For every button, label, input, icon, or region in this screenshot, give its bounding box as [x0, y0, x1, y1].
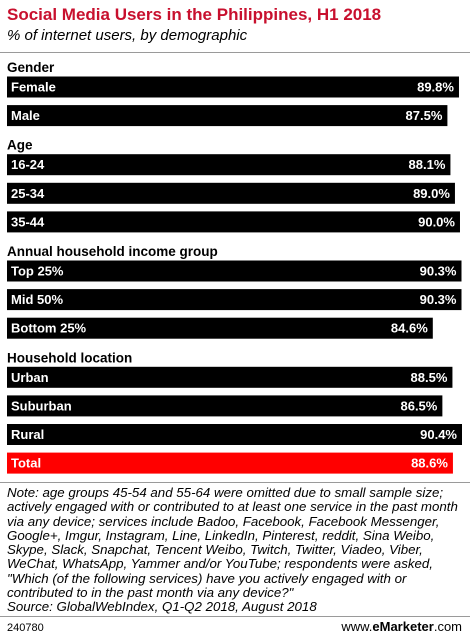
bar-category-label: Female: [11, 80, 56, 95]
bar-value-label: 88.6%: [411, 456, 448, 471]
group-label: Age: [7, 138, 33, 153]
group-label: Gender: [7, 60, 55, 75]
bar: [7, 260, 462, 282]
source-text: Source: GlobalWebIndex, Q1-Q2 2018, Augu…: [7, 599, 317, 615]
brand-prefix: www.: [341, 619, 373, 634]
bar-value-label: 90.4%: [420, 427, 457, 442]
chart-note: Note: age groups 45-54 and 55-64 were om…: [7, 485, 465, 615]
bar-value-label: 88.1%: [409, 157, 446, 172]
bar: [7, 395, 443, 417]
bar-value-label: 86.5%: [400, 398, 437, 413]
bar-category-label: Male: [11, 108, 40, 123]
bar: [7, 76, 459, 98]
bar-category-label: 16-24: [11, 157, 45, 172]
bar-value-label: 89.8%: [417, 80, 454, 95]
footer-divider: [0, 616, 470, 617]
bar-value-label: 90.0%: [418, 214, 455, 229]
top-divider: [0, 52, 470, 53]
bar: [7, 452, 453, 474]
bar: [7, 424, 462, 445]
brand-suffix: .com: [433, 619, 462, 634]
bar-category-label: Top 25%: [11, 264, 64, 279]
brand-logo: www.eMarketer.com: [341, 619, 462, 634]
bar: [7, 154, 451, 176]
bar-category-label: Rural: [11, 427, 44, 442]
brand-name: eMarketer: [372, 619, 434, 634]
bar-value-label: 84.6%: [391, 321, 428, 336]
bar: [7, 105, 448, 127]
bar: [7, 317, 433, 339]
note-divider: [0, 482, 470, 483]
bar-category-label: Suburban: [11, 398, 72, 413]
chart-title: Social Media Users in the Philippines, H…: [7, 5, 382, 24]
group-label: Household location: [7, 350, 132, 365]
bar-value-label: 87.5%: [406, 108, 443, 123]
bar-category-label: Total: [11, 456, 41, 471]
bar-category-label: Mid 50%: [11, 292, 63, 307]
bar-category-label: Urban: [11, 370, 49, 385]
bar-value-label: 90.3%: [420, 264, 457, 279]
chart-id: 240780: [7, 622, 44, 634]
bar-category-label: Bottom 25%: [11, 321, 87, 336]
chart-subtitle: % of internet users, by demographic: [7, 27, 248, 44]
group-label: Annual household income group: [7, 244, 218, 259]
bar: [7, 366, 453, 388]
bar-value-label: 90.3%: [420, 292, 457, 307]
note-text: Note: age groups 45-54 and 55-64 were om…: [7, 485, 458, 601]
bar-value-label: 88.5%: [411, 370, 448, 385]
bar: [7, 289, 462, 311]
bar-category-label: 35-44: [11, 214, 45, 229]
bar-chart: Gender Female 89.8% Male 87.5% Age 16-24 88.1% 2…: [7, 60, 462, 474]
bar-category-label: 25-34: [11, 186, 45, 201]
bar-value-label: 89.0%: [413, 186, 450, 201]
bar: [7, 211, 460, 233]
bar: [7, 182, 455, 204]
